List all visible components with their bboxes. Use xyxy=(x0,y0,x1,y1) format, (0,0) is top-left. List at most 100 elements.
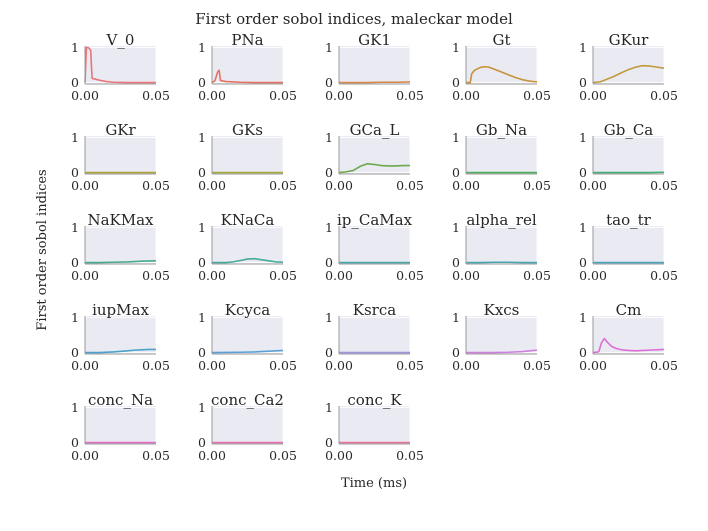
series-line-gt xyxy=(466,65,538,84)
y-tick-label: 1 xyxy=(71,40,79,55)
subplot-v-0: V_0 1 00.00 0.05 xyxy=(71,31,170,103)
plot-background xyxy=(212,406,283,444)
x-tick-label: 0.00 xyxy=(198,448,226,463)
y-tick-label: 0 xyxy=(579,345,587,360)
subplot-title: V_0 xyxy=(106,31,135,49)
x-axis-label: Time (ms) xyxy=(341,476,407,491)
y-tick-label: 1 xyxy=(198,310,206,325)
y-tick-label: 1 xyxy=(452,220,460,235)
plot-background xyxy=(212,46,283,84)
subplot-title: conc_Na xyxy=(88,391,153,409)
x-tick-label: 0.00 xyxy=(452,268,480,283)
y-axis-label: First order sobol indices xyxy=(35,169,50,330)
subplot-gk1: GK1 1 00.00 0.05 xyxy=(325,31,424,103)
x-tick-label: 0.00 xyxy=(198,268,226,283)
subplot-knaca: KNaCa 1 00.00 0.05 xyxy=(198,211,297,283)
x-tick-label: 0.05 xyxy=(650,268,678,283)
plot-background xyxy=(466,136,537,174)
y-tick-label: 1 xyxy=(325,400,333,415)
subplot-title: alpha_rel xyxy=(466,211,536,229)
subplot-conc-na: conc_Na 1 00.00 0.05 xyxy=(71,391,170,463)
subplot-gkr: GKr 1 00.00 0.05 xyxy=(71,121,170,193)
y-tick-label: 0 xyxy=(198,435,206,450)
subplot-kcyca: Kcyca 1 00.00 0.05 xyxy=(198,301,297,373)
y-tick-label: 0 xyxy=(325,435,333,450)
y-tick-label: 1 xyxy=(198,40,206,55)
plot-background xyxy=(85,316,156,354)
y-tick-label: 0 xyxy=(71,165,79,180)
subplot-gt: Gt 1 00.00 0.05 xyxy=(452,31,551,103)
plot-background xyxy=(466,316,537,354)
subplot-kxcs: Kxcs 1 00.00 0.05 xyxy=(452,301,551,373)
x-tick-label: 0.05 xyxy=(650,178,678,193)
x-tick-label: 0.00 xyxy=(452,358,480,373)
y-tick-label: 0 xyxy=(452,165,460,180)
y-tick-label: 0 xyxy=(325,165,333,180)
plot-background xyxy=(85,46,156,84)
y-tick-label: 0 xyxy=(71,435,79,450)
subplot-ksrca: Ksrca 1 00.00 0.05 xyxy=(325,301,424,373)
plot-background xyxy=(212,136,283,174)
subplot-title: iupMax xyxy=(92,301,149,319)
series-line-v-0 xyxy=(84,46,156,84)
subplot-gca-l: GCa_L 1 00.00 0.05 xyxy=(325,121,424,193)
subplot-title: GK1 xyxy=(358,31,391,49)
y-tick-label: 0 xyxy=(579,255,587,270)
subplot-title: Kxcs xyxy=(484,301,520,319)
x-tick-label: 0.05 xyxy=(142,88,170,103)
subplot-title: Cm xyxy=(616,301,642,319)
y-tick-label: 0 xyxy=(325,345,333,360)
subplot-ip-camax: ip_CaMax 1 00.00 0.05 xyxy=(325,211,424,283)
x-tick-label: 0.00 xyxy=(579,268,607,283)
y-tick-label: 1 xyxy=(71,130,79,145)
y-tick-label: 0 xyxy=(325,75,333,90)
subplot-nakmax: NaKMax 1 00.00 0.05 xyxy=(71,211,170,283)
subplot-title: Kcyca xyxy=(225,301,270,319)
x-tick-label: 0.05 xyxy=(396,448,424,463)
y-tick-label: 0 xyxy=(452,345,460,360)
y-tick-label: 0 xyxy=(325,255,333,270)
x-tick-label: 0.05 xyxy=(269,178,297,193)
x-tick-label: 0.00 xyxy=(579,178,607,193)
x-tick-label: 0.00 xyxy=(71,448,99,463)
subplot-alpha-rel: alpha_rel 1 00.00 0.05 xyxy=(452,211,551,283)
subplot-gb-na: Gb_Na 1 00.00 0.05 xyxy=(452,121,551,193)
x-tick-label: 0.05 xyxy=(650,88,678,103)
x-tick-label: 0.00 xyxy=(71,268,99,283)
y-tick-label: 0 xyxy=(198,255,206,270)
subplot-gks: GKs 1 00.00 0.05 xyxy=(198,121,297,193)
plot-background xyxy=(339,46,410,84)
subplot-title: ip_CaMax xyxy=(337,211,413,229)
plot-background xyxy=(212,226,283,264)
x-tick-label: 0.00 xyxy=(198,178,226,193)
y-tick-label: 1 xyxy=(579,130,587,145)
subplot-conc-ca2: conc_Ca2 1 00.00 0.05 xyxy=(198,391,297,463)
x-tick-label: 0.05 xyxy=(523,88,551,103)
x-tick-label: 0.00 xyxy=(198,88,226,103)
x-tick-label: 0.00 xyxy=(198,358,226,373)
x-tick-label: 0.00 xyxy=(579,358,607,373)
series-line-gkur xyxy=(592,64,665,84)
x-tick-label: 0.05 xyxy=(269,358,297,373)
x-tick-label: 0.00 xyxy=(325,178,353,193)
y-tick-label: 1 xyxy=(579,40,587,55)
plot-background xyxy=(339,316,410,354)
y-tick-label: 0 xyxy=(452,255,460,270)
subplot-title: PNa xyxy=(231,31,263,49)
plot-background xyxy=(339,226,410,264)
y-tick-label: 1 xyxy=(452,310,460,325)
x-tick-label: 0.05 xyxy=(142,268,170,283)
y-tick-label: 1 xyxy=(325,220,333,235)
x-tick-label: 0.05 xyxy=(396,268,424,283)
series-line-cm xyxy=(592,337,665,354)
y-tick-label: 0 xyxy=(71,75,79,90)
x-tick-label: 0.05 xyxy=(269,88,297,103)
y-tick-label: 0 xyxy=(71,345,79,360)
y-tick-label: 1 xyxy=(452,130,460,145)
series-line-nakmax xyxy=(85,260,157,264)
subplot-gb-ca: Gb_Ca 1 00.00 0.05 xyxy=(579,121,678,193)
y-tick-label: 1 xyxy=(71,310,79,325)
x-tick-label: 0.05 xyxy=(396,358,424,373)
y-tick-label: 1 xyxy=(71,220,79,235)
